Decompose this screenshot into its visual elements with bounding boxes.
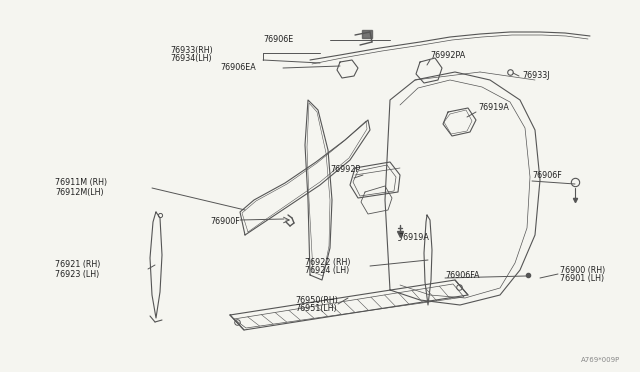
Polygon shape [362,30,372,38]
Text: 76919A: 76919A [478,103,509,112]
Text: 76906FA: 76906FA [445,270,479,279]
Text: 76992P: 76992P [330,166,360,174]
Text: 76906EA: 76906EA [220,64,256,73]
Text: 76919A: 76919A [398,232,429,241]
Text: 76912M(LH): 76912M(LH) [55,187,104,196]
Text: 76900 (RH): 76900 (RH) [560,266,605,275]
Text: 76906F: 76906F [532,170,562,180]
Text: 76923 (LH): 76923 (LH) [55,269,99,279]
Text: 76933J: 76933J [522,71,550,80]
Text: 76934(LH): 76934(LH) [170,55,212,64]
Text: 76906E: 76906E [263,35,293,45]
Text: 76911M (RH): 76911M (RH) [55,179,107,187]
Text: 76933(RH): 76933(RH) [170,45,212,55]
Text: 76922 (RH): 76922 (RH) [305,257,351,266]
Text: A769*009P: A769*009P [580,357,620,363]
Text: 76951(LH): 76951(LH) [295,305,337,314]
Text: 76924 (LH): 76924 (LH) [305,266,349,276]
Text: 76950(RH): 76950(RH) [295,295,338,305]
Text: 76900F: 76900F [210,217,240,225]
Text: 76992PA: 76992PA [430,51,465,60]
Text: 76921 (RH): 76921 (RH) [55,260,100,269]
Text: 76901 (LH): 76901 (LH) [560,275,604,283]
